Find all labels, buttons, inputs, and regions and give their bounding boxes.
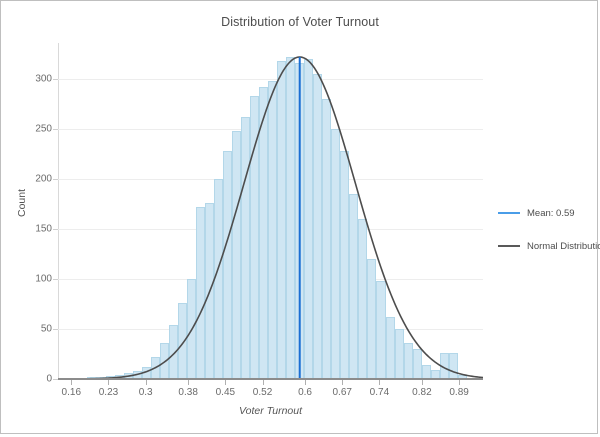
histogram-bar [340,151,350,379]
histogram-bar [376,281,386,379]
y-axis-tick-mark [53,329,58,330]
y-axis-tick-mark [53,279,58,280]
histogram-bar [304,59,314,379]
histogram-bar [177,303,187,379]
histogram-bar [322,99,332,379]
legend-item-normal-distribution[interactable]: Normal Distribution [498,239,600,253]
histogram-bar [457,375,467,379]
y-axis-tick-label: 150 [35,223,52,235]
y-axis-tick-labels: 0 50 100 150 200 250 300 [7,1,52,437]
x-axis-tick-mark [342,380,344,385]
x-axis-tick-mark [379,380,381,385]
legend-item-mean[interactable]: Mean: 0.59 [498,206,594,220]
y-axis-tick-label: 0 [46,373,52,385]
histogram-bar [367,259,377,379]
x-axis-tick-label: 0.38 [178,387,198,398]
x-axis-tick-mark [145,380,147,385]
y-axis-line [58,43,59,379]
x-axis-tick-mark [188,380,190,385]
chart-legend: Mean: 0.59 Normal Distribution [498,206,600,272]
x-axis-tick-mark [305,380,307,385]
x-axis-tick-label: 0.82 [412,387,432,398]
x-axis-tick-label: 0.74 [369,387,390,398]
x-axis-tick-label: 0.45 [215,387,236,398]
histogram-bar [195,207,205,379]
histogram-bar [421,365,431,379]
histogram-bar [349,194,359,379]
y-axis-tick-mark [53,129,58,130]
histogram-bar [358,219,368,379]
x-axis-tick-mark [71,380,73,385]
histogram-bar [222,151,232,379]
x-axis-tick-label: 0.3 [138,387,153,398]
y-axis-tick-label: 200 [35,173,52,185]
histogram-bar [412,349,422,379]
y-axis-tick-mark [53,79,58,80]
histogram-bar [231,131,242,379]
chart-title: Distribution of Voter Turnout [221,15,379,29]
histogram-bar [241,117,251,379]
y-axis-tick-label: 250 [35,123,52,135]
legend-label-normal-distribution: Normal Distribution [527,240,600,252]
x-axis-tick-label: 0.52 [252,387,273,398]
x-axis-label: Voter Turnout [238,405,303,417]
histogram-bar [394,329,404,379]
y-axis-tick-mark [53,379,58,380]
x-axis-tick-mark [225,380,227,385]
histogram-bar [430,370,440,379]
x-axis-tick-label: 0.16 [61,387,82,398]
legend-swatch-mean-icon [498,212,520,214]
histogram-bar [277,61,287,379]
x-axis-tick-mark [459,380,461,385]
y-axis-tick-label: 100 [35,273,52,285]
y-axis-tick-mark [53,179,58,180]
x-axis-tick-label: 0.6 [298,387,312,398]
histogram-bar [168,325,178,379]
x-axis-tick-mark [108,380,110,385]
histogram-bar [403,343,413,379]
histogram-bar [259,87,269,379]
histogram-bar [385,317,395,379]
x-axis-line [58,378,483,380]
normal-distribution-curve [58,43,483,379]
histogram-bar [331,129,341,379]
y-axis-tick-mark [53,229,58,230]
x-axis-tick-label: 0.89 [449,387,469,398]
histogram-bar [268,81,278,379]
gridline [58,79,483,80]
y-axis-tick-label: 50 [40,323,52,335]
histogram-bar [286,57,296,379]
y-axis-tick-label: 300 [35,73,52,85]
legend-label-mean: Mean: 0.59 [527,207,575,219]
histogram-bar [159,343,169,379]
histogram-bar [250,96,260,379]
x-axis-tick-mark [421,380,423,385]
plot-area [58,43,483,379]
x-axis-tick-mark [262,380,264,385]
mean-line [58,43,483,379]
legend-swatch-normal-icon [498,245,520,247]
x-axis-tick-label: 0.67 [332,387,352,398]
histogram-bar [448,353,458,379]
x-axis-tick-label: 0.23 [98,387,119,398]
y-axis-label: Count [16,188,28,218]
